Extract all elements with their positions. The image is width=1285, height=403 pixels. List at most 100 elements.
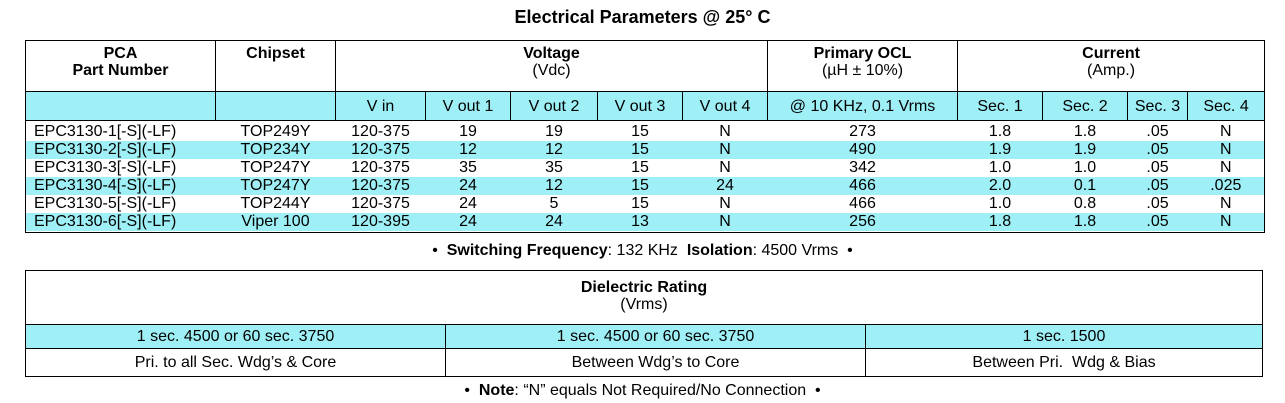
data-cell: 490: [767, 140, 958, 159]
data-cell: 15: [631, 158, 649, 176]
data-cell: 12: [425, 140, 511, 159]
data-cell: 466: [849, 194, 876, 212]
cell-text: Dielectric Rating: [580, 279, 708, 296]
rating-cell: 1 sec. 4500 or 60 sec. 3750: [25, 324, 446, 349]
data-cell: .05: [1146, 158, 1169, 176]
data-cell: 256: [767, 212, 958, 231]
data-cell: 120-375: [335, 140, 426, 159]
data-cell: TOP244Y: [240, 194, 311, 212]
data-cell: N: [1220, 158, 1232, 176]
specs-line: • Switching Frequency: 132 KHz Isolation…: [0, 242, 1285, 260]
data-cell: 1.0: [1073, 158, 1097, 176]
parameters-table: PCA Part Number Chipset Voltage (Vdc) Primary…: [25, 40, 1266, 233]
data-cell: 24: [425, 176, 511, 195]
data-cell: 466: [767, 176, 958, 195]
text: : 132 KHz: [607, 242, 678, 259]
data-cell: N: [1220, 194, 1232, 212]
data-cell: 12: [510, 140, 598, 159]
data-cell: 120-375: [351, 122, 410, 140]
header-row: Dielectric Rating (Vrms): [25, 270, 1263, 325]
data-cell: 2.0: [957, 176, 1043, 195]
text: •: [847, 242, 853, 259]
text: : 4500 Vrms: [752, 242, 839, 259]
data-cell: .05: [1146, 122, 1169, 140]
empty-cell: [215, 91, 336, 121]
cell-text: Voltage: [523, 45, 580, 62]
data-cell: 342: [849, 158, 876, 176]
data-cell: N: [719, 122, 731, 140]
data-row: EPC3130-5[-S](-LF) TOP244Y 120-375 24 5 15 N 46…: [26, 195, 1265, 213]
cell-text: (Vrms): [620, 296, 668, 313]
note-line: • Note: “N” equals Not Required/No Conne…: [0, 382, 1285, 400]
data-cell: 0.1: [1042, 176, 1128, 195]
data-cell: 1.8: [988, 122, 1012, 140]
cell-text: PCA: [103, 45, 138, 62]
data-cell: 13: [597, 212, 683, 231]
data-cell: EPC3130-1[-S](-LF): [34, 122, 177, 140]
data-cell: 120-375: [351, 194, 410, 212]
header-cell: Dielectric Rating (Vrms): [25, 270, 1263, 325]
rating-cell: 1 sec. 4500 or 60 sec. 3750: [445, 324, 866, 349]
data-row: EPC3130-6[-S](-LF) Viper 100 120-395 24 24 13…: [25, 212, 1265, 231]
data-cell: 120-395: [335, 212, 426, 231]
cell-text: (µH ± 10%): [821, 62, 904, 79]
data-cell: N: [719, 158, 731, 176]
subheader-cell: V out 4: [681, 91, 769, 121]
data-cell: 15: [631, 122, 649, 140]
data-cell: 12: [510, 176, 598, 195]
data-cell: 1.9: [957, 140, 1043, 159]
subheader-cell: V out 2: [510, 91, 598, 121]
data-row: EPC3130-4[-S](-LF) TOP247Y 120-375 24 12 15 24…: [25, 176, 1265, 195]
header-cell: Primary OCL (µH ± 10%): [767, 40, 959, 92]
header-row: PCA Part Number Chipset Voltage (Vdc) Primary…: [25, 40, 1266, 92]
cell-text: Primary OCL: [813, 45, 912, 62]
data-cell: EPC3130-2[-S](-LF): [25, 140, 216, 159]
text: Switching Frequency: [446, 242, 608, 259]
cell-text: (Vdc): [532, 62, 571, 79]
rating-row: 1 sec. 4500 or 60 sec. 3750 1 sec. 4500 o…: [25, 324, 1263, 349]
data-cell: .05: [1146, 194, 1169, 212]
subheader-cell: Sec. 2: [1042, 91, 1129, 121]
header-cell: Current (Amp.): [957, 40, 1266, 92]
rating-cell: 1 sec. 1500: [865, 324, 1263, 349]
data-cell: EPC3130-6[-S](-LF): [25, 212, 216, 231]
cell-text: Part Number: [72, 62, 169, 79]
subheader-cell: V out 3: [597, 91, 683, 121]
header-cell: Voltage (Vdc): [334, 40, 769, 92]
text: •: [432, 242, 438, 259]
subheader-cell: Sec. 4: [1187, 91, 1266, 121]
data-cell: 120-375: [335, 176, 426, 195]
data-cell: 1.0: [988, 158, 1012, 176]
data-cell: EPC3130-4[-S](-LF): [25, 176, 216, 195]
data-cell: 24: [682, 176, 768, 195]
data-cell: 1.0: [988, 194, 1012, 212]
text: •: [815, 382, 821, 399]
spacer: [26, 231, 1265, 233]
data-cell: EPC3130-5[-S](-LF): [34, 194, 177, 212]
data-cell: 24: [425, 212, 511, 231]
data-cell: 1.8: [957, 212, 1043, 231]
data-cell: .05: [1127, 212, 1188, 231]
dielectric-table: Dielectric Rating (Vrms) 1 sec. 4500 or 60…: [25, 270, 1263, 377]
empty-cell: [25, 91, 216, 121]
cell-text: (Amp.): [1087, 62, 1136, 79]
subheader-cell: V out 1: [425, 91, 511, 121]
text: •: [464, 382, 470, 399]
title: Electrical Parameters @ 25° C: [514, 7, 771, 27]
subheader-cell: V in: [335, 91, 426, 121]
between-cell: Between Pri. Wdg & Bias: [865, 348, 1263, 377]
subheader-cell: Sec. 1: [957, 91, 1044, 121]
data-cell: 15: [631, 194, 649, 212]
data-cell: 24: [459, 194, 477, 212]
text: Note: [478, 382, 515, 399]
data-row: EPC3130-1[-S](-LF) TOP249Y 120-375 19 19 15 N 2…: [26, 123, 1265, 141]
data-cell: 1.9: [1042, 140, 1128, 159]
subheader-cell: @ 10 KHz, 0.1 Vrms: [767, 91, 959, 121]
data-cell: .05: [1127, 140, 1188, 159]
data-cell: TOP247Y: [215, 176, 336, 195]
data-cell: 35: [459, 158, 477, 176]
cell-text: Chipset: [246, 45, 305, 62]
data-cell: 15: [597, 140, 683, 159]
text: Isolation: [686, 242, 753, 259]
